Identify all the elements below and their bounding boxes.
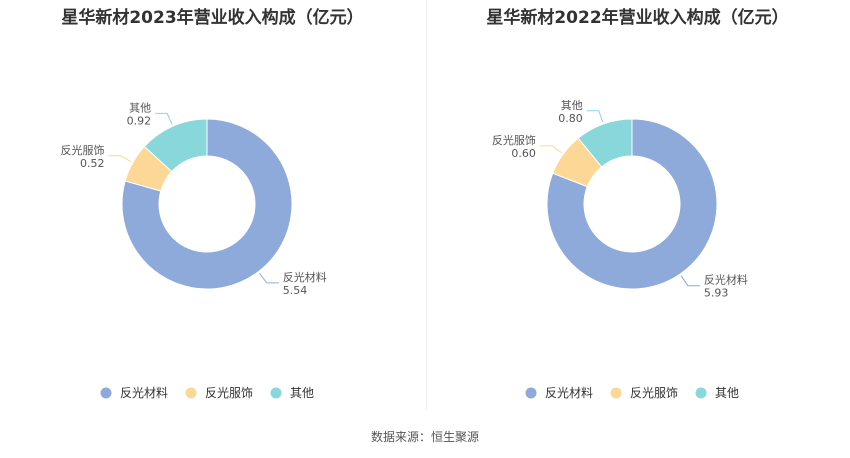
leader-line-other xyxy=(155,112,173,125)
legend-label-reflective-apparel: 反光服饰 xyxy=(630,386,678,400)
data-source-note: 数据来源：恒生聚源 xyxy=(370,430,479,444)
slice-reflective-material xyxy=(121,118,293,290)
slice-label-other: 其他 xyxy=(561,99,583,112)
chart-title-2022: 星华新材2022年营业收入构成（亿元） xyxy=(486,8,789,28)
leader-line-reflective-material xyxy=(680,275,700,287)
legend-marker-reflective-material xyxy=(525,387,537,399)
slice-reflective-material xyxy=(546,118,718,290)
legend-label-other: 其他 xyxy=(290,386,314,400)
slice-value-reflective-apparel: 0.60 xyxy=(511,147,536,160)
slice-label-reflective-apparel: 反光服饰 xyxy=(61,143,105,157)
leader-line-reflective-apparel xyxy=(108,155,132,163)
slice-value-other: 0.92 xyxy=(127,114,152,127)
slice-value-reflective-material: 5.93 xyxy=(704,287,729,300)
legend-marker-reflective-material xyxy=(100,387,112,399)
slice-value-reflective-apparel: 0.52 xyxy=(80,157,105,170)
legend-label-reflective-apparel: 反光服饰 xyxy=(205,386,253,400)
chart-title-2023: 星华新材2023年营业收入构成（亿元） xyxy=(61,8,364,28)
slice-other xyxy=(577,118,633,168)
legend-marker-reflective-apparel xyxy=(610,387,622,399)
legend-marker-other xyxy=(270,387,282,399)
leader-line-other xyxy=(586,110,604,123)
legend-marker-reflective-apparel xyxy=(185,387,197,399)
leader-line-reflective-material xyxy=(259,273,279,284)
legend-marker-other xyxy=(695,387,707,399)
chart-panel-2023: 星华新材2023年营业收入构成（亿元） 反光材料 5.54 反光服饰 0.52 其他 0.… xyxy=(0,0,425,410)
leader-line-reflective-apparel xyxy=(539,145,562,154)
slice-value-other: 0.80 xyxy=(558,112,583,125)
slice-other xyxy=(143,118,208,173)
slice-label-reflective-material: 反光材料 xyxy=(704,273,748,287)
legend-label-reflective-material: 反光材料 xyxy=(120,386,168,400)
chart-panel-2022: 星华新材2022年营业收入构成（亿元） 反光材料 5.93 反光服饰 0.60 其他 0.… xyxy=(425,0,850,410)
slice-label-other: 其他 xyxy=(129,101,151,114)
legend-label-reflective-material: 反光材料 xyxy=(545,386,593,400)
legend-label-other: 其他 xyxy=(715,386,739,400)
slice-label-reflective-material: 反光材料 xyxy=(283,270,327,284)
slice-label-reflective-apparel: 反光服饰 xyxy=(492,133,536,147)
slice-value-reflective-material: 5.54 xyxy=(283,284,308,297)
panel-divider xyxy=(426,0,427,410)
